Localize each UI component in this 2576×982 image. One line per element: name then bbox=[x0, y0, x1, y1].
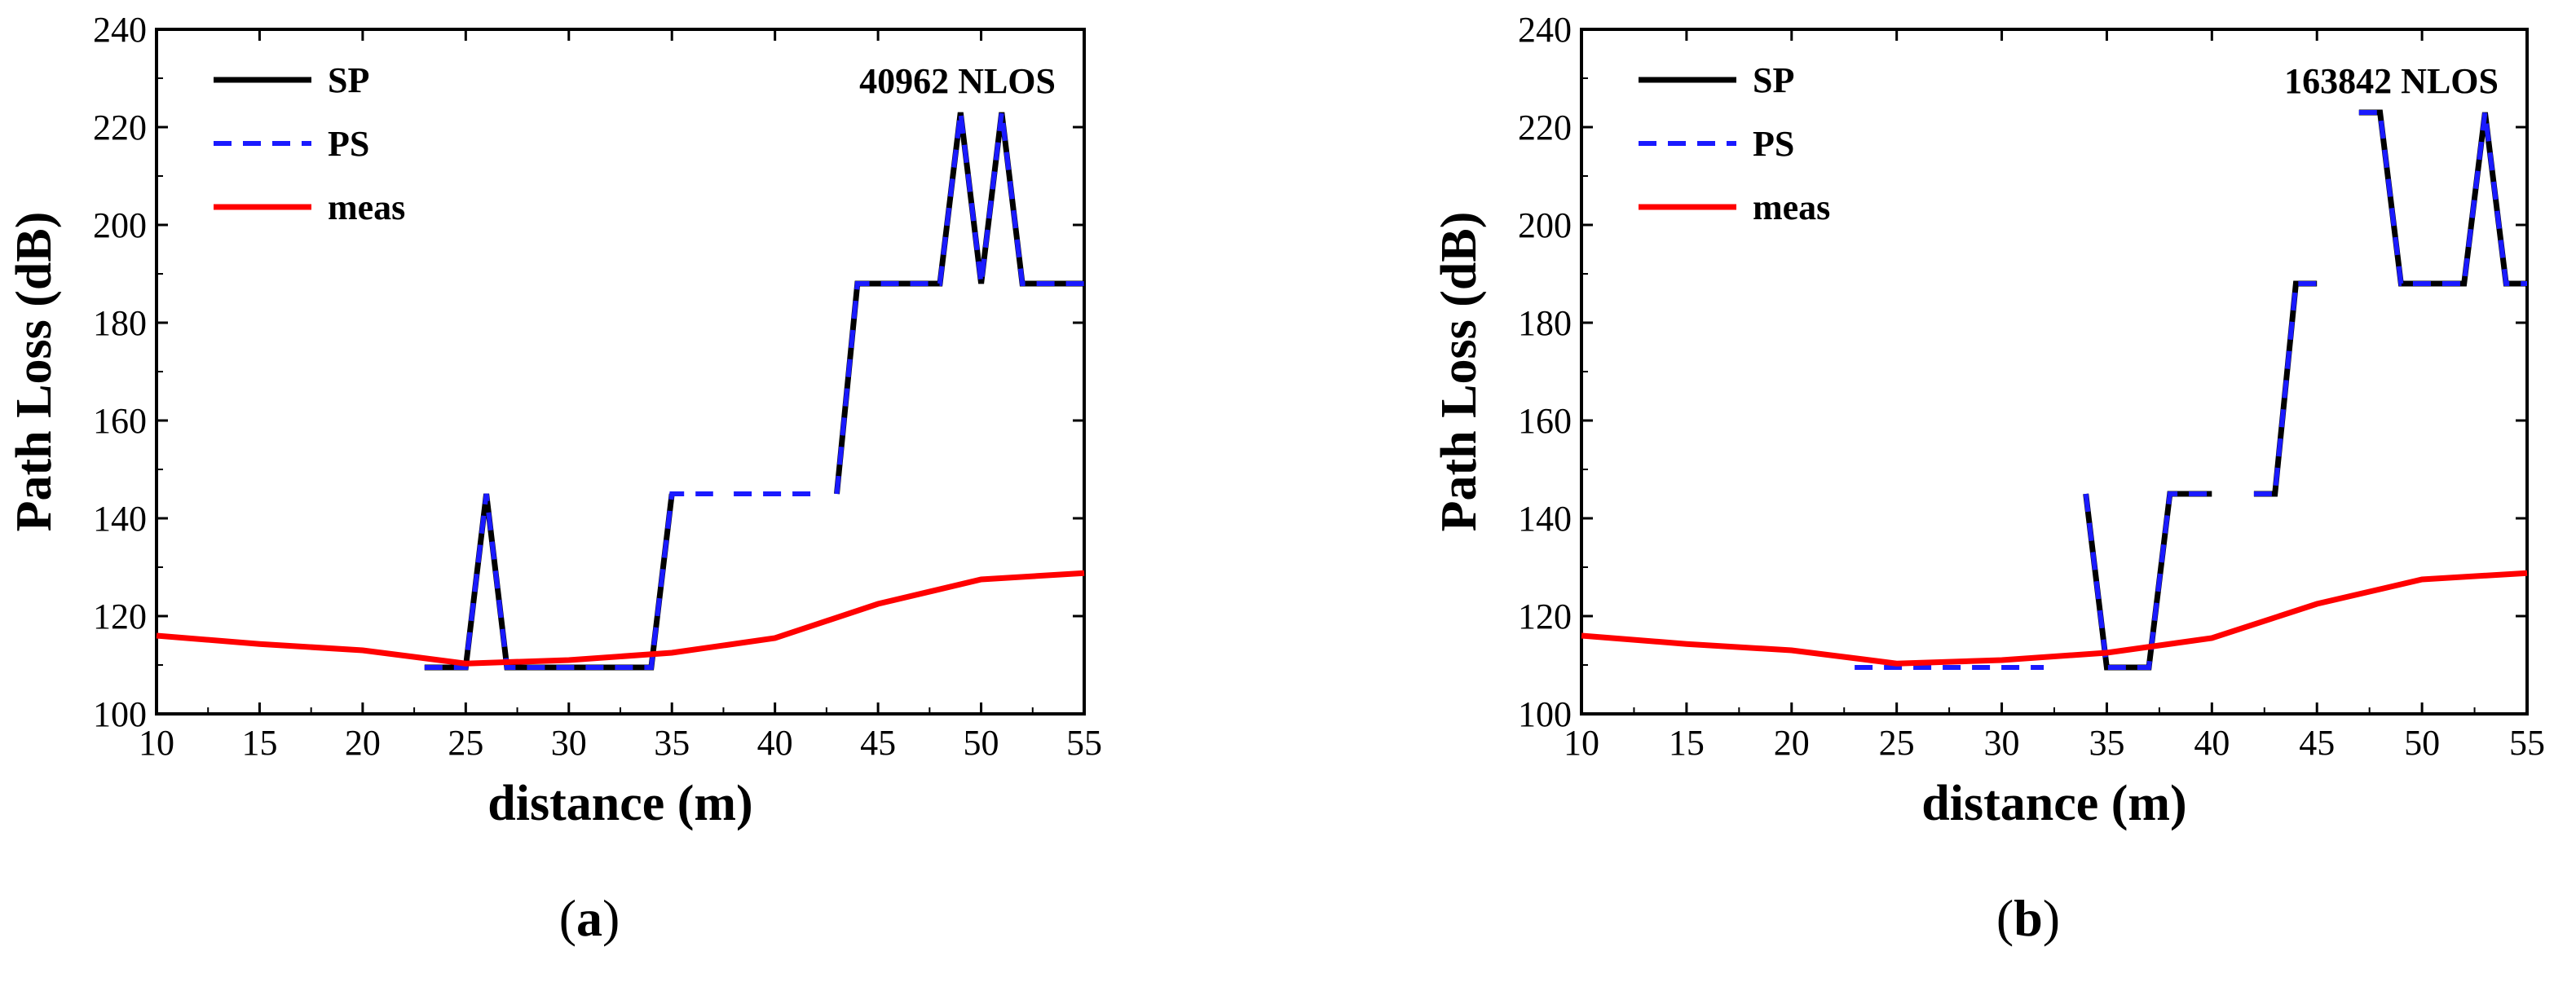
chart-b-y-tick-label: 220 bbox=[1518, 108, 1572, 148]
chart-b-y-tick-label: 160 bbox=[1518, 401, 1572, 441]
chart-a-x-tick-label: 45 bbox=[860, 723, 896, 763]
chart-a-y-tick-label: 240 bbox=[93, 10, 147, 50]
chart-a-x-tick-label: 15 bbox=[241, 723, 277, 763]
chart-b-y-axis-label: Path Loss (dB) bbox=[1431, 212, 1487, 532]
chart-b-annotation: 163842 NLOS bbox=[2284, 61, 2499, 101]
chart-a-series-line-PS bbox=[424, 491, 713, 670]
chart-b-y-tick-label: 120 bbox=[1518, 597, 1572, 636]
chart-b-y-tick-label: 200 bbox=[1518, 205, 1572, 245]
chart-a-y-tick-label: 120 bbox=[93, 597, 147, 636]
chart-b-y-tick-label: 180 bbox=[1518, 303, 1572, 343]
chart-a-panel: 10 15 20 25 30 35 40 45 50 55 100 120 140 160 180 200 22… bbox=[7, 10, 1102, 947]
chart-b-x-tick-label: 35 bbox=[2089, 723, 2124, 763]
chart-b-legend-label-PS: PS bbox=[1753, 124, 1794, 164]
chart-a-y-tick-label: 200 bbox=[93, 205, 147, 245]
chart-b-y-tick-label: 140 bbox=[1518, 499, 1572, 539]
chart-a-y-tick-label: 220 bbox=[93, 108, 147, 148]
chart-a-y-tick-label: 100 bbox=[93, 694, 147, 734]
chart-a-x-tick-label: 40 bbox=[757, 723, 793, 763]
chart-a-series-line-SP bbox=[834, 112, 1084, 495]
chart-b-panel: 10 15 20 25 30 35 40 45 50 55 100 120 140 160 180 200 22… bbox=[1431, 10, 2545, 947]
chart-a-y-tick-label: 140 bbox=[93, 499, 147, 539]
chart-a-series-SP bbox=[424, 112, 1084, 671]
chart-b-y-tick-label: 240 bbox=[1518, 10, 1572, 50]
chart-b-x-tick-label: 20 bbox=[1774, 723, 1810, 763]
chart-b-x-tick-label: 10 bbox=[1564, 723, 1599, 763]
chart-b-series-line-PS bbox=[2253, 281, 2318, 496]
chart-a-legend-label-PS: PS bbox=[328, 124, 369, 164]
chart-b-series-SP bbox=[2083, 109, 2527, 671]
chart-b-x-tick-label: 50 bbox=[2404, 723, 2440, 763]
chart-a-series-line-SP bbox=[424, 493, 675, 671]
chart-a-caption: (a) bbox=[559, 889, 620, 947]
chart-a-series-meas bbox=[156, 570, 1085, 667]
chart-a-legend-label-SP: SP bbox=[328, 60, 369, 100]
chart-a-x-tick-label: 35 bbox=[654, 723, 690, 763]
chart-b-x-tick-label: 45 bbox=[2299, 723, 2335, 763]
chart-a-y-tick-label: 180 bbox=[93, 303, 147, 343]
chart-b-x-tick-label: 15 bbox=[1669, 723, 1705, 763]
chart-b-x-tick-label: 55 bbox=[2509, 723, 2545, 763]
chart-b-x-tick-label: 30 bbox=[1984, 723, 2020, 763]
chart-a-x-tick-label: 55 bbox=[1066, 723, 1102, 763]
chart-b-series-meas bbox=[1581, 570, 2528, 667]
chart-b-x-axis-label: distance (m) bbox=[1921, 776, 2186, 831]
chart-a-series-PS bbox=[424, 112, 1084, 670]
chart-a-legend: SP PS meas bbox=[214, 60, 405, 227]
chart-a-series-line-meas bbox=[156, 570, 1085, 667]
chart-b-series-line-meas bbox=[1581, 570, 2528, 667]
chart-a-x-axis-label: distance (m) bbox=[487, 776, 752, 831]
chart-a-y-tick-label: 160 bbox=[93, 401, 147, 441]
chart-b-caption: (b) bbox=[1996, 889, 2060, 947]
chart-a-plot-frame bbox=[155, 28, 1086, 716]
chart-b-series-line-PS bbox=[2358, 110, 2527, 286]
chart-b-legend: SP PS meas bbox=[1639, 60, 1830, 227]
chart-a-y-axis-label: Path Loss (dB) bbox=[7, 212, 62, 532]
chart-b-x-tick-label: 25 bbox=[1879, 723, 1915, 763]
chart-a-legend-label-meas: meas bbox=[328, 187, 405, 227]
chart-a-x-tick-label: 50 bbox=[964, 723, 999, 763]
chart-b-legend-label-SP: SP bbox=[1753, 60, 1794, 100]
chart-b-legend-label-meas: meas bbox=[1753, 187, 1830, 227]
chart-b-x-tick-label: 40 bbox=[2194, 723, 2230, 763]
chart-a-x-tick-label: 25 bbox=[448, 723, 483, 763]
chart-a-annotation: 40962 NLOS bbox=[859, 61, 1056, 101]
chart-a-x-tick-label: 30 bbox=[551, 723, 587, 763]
chart-b-series-line-PS bbox=[2083, 491, 2212, 670]
chart-b-y-tick-label: 100 bbox=[1518, 694, 1572, 734]
chart-a-x-tick-label: 20 bbox=[345, 723, 381, 763]
chart-a-series-line-PS bbox=[834, 112, 1084, 495]
chart-a-x-tick-label: 10 bbox=[139, 723, 174, 763]
chart-b-series-PS bbox=[1855, 110, 2527, 670]
